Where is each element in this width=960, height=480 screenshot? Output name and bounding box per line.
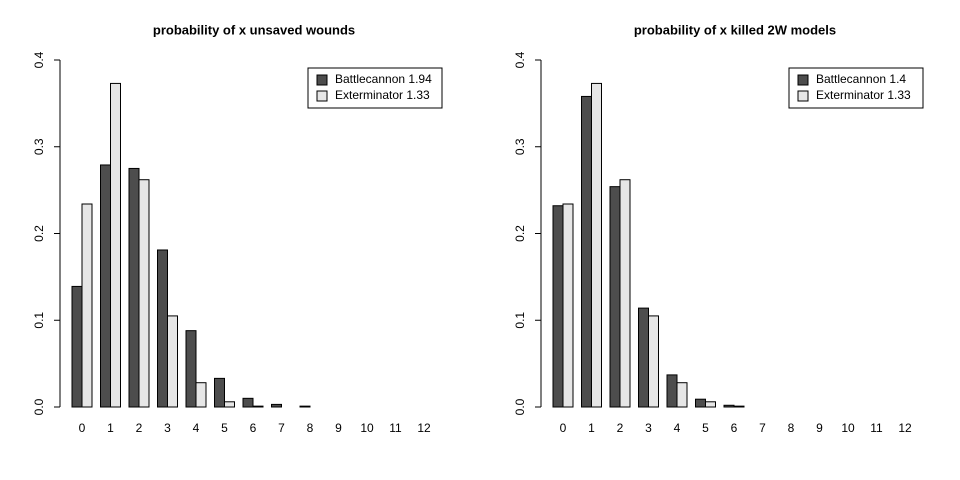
x-tick-label: 12 (898, 421, 912, 435)
bar (591, 82, 602, 408)
bar (676, 382, 688, 408)
bar (157, 249, 168, 408)
x-tick-label: 8 (307, 421, 314, 435)
legend-label: Battlecannon 1.4 (816, 72, 906, 86)
x-tick-label: 8 (788, 421, 795, 435)
x-tick-label: 3 (645, 421, 652, 435)
x-tick-label: 11 (389, 421, 402, 435)
bar (609, 186, 621, 408)
x-tick-label: 12 (417, 421, 431, 435)
x-tick-label: 7 (759, 421, 766, 435)
x-tick-label: 0 (79, 421, 86, 435)
legend-label: Exterminator 1.33 (816, 88, 911, 102)
y-tick-label: 0.2 (32, 225, 46, 242)
y-tick-label: 0.0 (32, 398, 46, 415)
x-tick-label: 4 (193, 421, 200, 435)
x-tick-label: 1 (588, 421, 595, 435)
bar (214, 377, 225, 408)
x-tick-label: 11 (870, 421, 883, 435)
bar (271, 403, 282, 408)
x-tick-label: 2 (617, 421, 624, 435)
bar (648, 315, 659, 408)
x-tick-label: 5 (702, 421, 709, 435)
bar (185, 330, 197, 408)
bar (224, 401, 235, 408)
bar (733, 405, 745, 408)
legend-box (788, 67, 924, 109)
chart-title: probability of x unsaved wounds (153, 22, 355, 37)
bar (242, 397, 254, 408)
x-tick-label: 0 (560, 421, 567, 435)
y-tick-label: 0.3 (32, 138, 46, 155)
x-tick-label: 7 (278, 421, 285, 435)
bar (100, 164, 111, 408)
x-tick-label: 10 (841, 421, 855, 435)
y-tick-label: 0.1 (32, 312, 46, 329)
bar (128, 167, 140, 408)
x-tick-label: 9 (335, 421, 342, 435)
bar (138, 179, 150, 408)
x-tick-label: 3 (164, 421, 171, 435)
legend-label: Exterminator 1.33 (335, 88, 430, 102)
legend-label: Battlecannon 1.94 (335, 72, 432, 86)
bar (252, 405, 264, 408)
y-tick-label: 0.4 (32, 51, 46, 68)
x-tick-label: 9 (816, 421, 823, 435)
chart-panel: probability of x unsaved wounds 0.0 0.1 0.2… (32, 22, 443, 435)
legend-swatch (316, 74, 328, 86)
bar (71, 285, 83, 408)
legend-swatch (797, 74, 809, 86)
x-tick-label: 6 (731, 421, 738, 435)
bar (723, 404, 735, 408)
legend-swatch (316, 90, 328, 102)
x-tick-label: 1 (107, 421, 114, 435)
bar (110, 82, 121, 408)
bar (705, 401, 716, 408)
x-tick-label: 5 (221, 421, 228, 435)
chart-panel: probability of x killed 2W models 0.0 0.1 0… (513, 22, 924, 435)
bar (695, 398, 706, 408)
legend-swatch (797, 90, 809, 102)
y-tick-label: 0.2 (513, 225, 527, 242)
x-tick-label: 6 (250, 421, 257, 435)
bar (666, 374, 678, 408)
bar (167, 315, 178, 408)
x-tick-label: 2 (136, 421, 143, 435)
x-tick-label: 4 (674, 421, 681, 435)
bar (552, 205, 564, 408)
x-tick-label: 10 (360, 421, 374, 435)
y-tick-label: 0.1 (513, 312, 527, 329)
bar (562, 203, 574, 408)
legend-box (307, 67, 443, 109)
y-tick-label: 0.0 (513, 398, 527, 415)
bar (581, 95, 592, 408)
y-tick-label: 0.3 (513, 138, 527, 155)
bar (638, 307, 649, 408)
bar (619, 179, 631, 408)
bar (81, 203, 93, 408)
bar (299, 405, 311, 408)
chart-title: probability of x killed 2W models (634, 22, 836, 37)
y-tick-label: 0.4 (513, 51, 527, 68)
bar (195, 382, 207, 408)
